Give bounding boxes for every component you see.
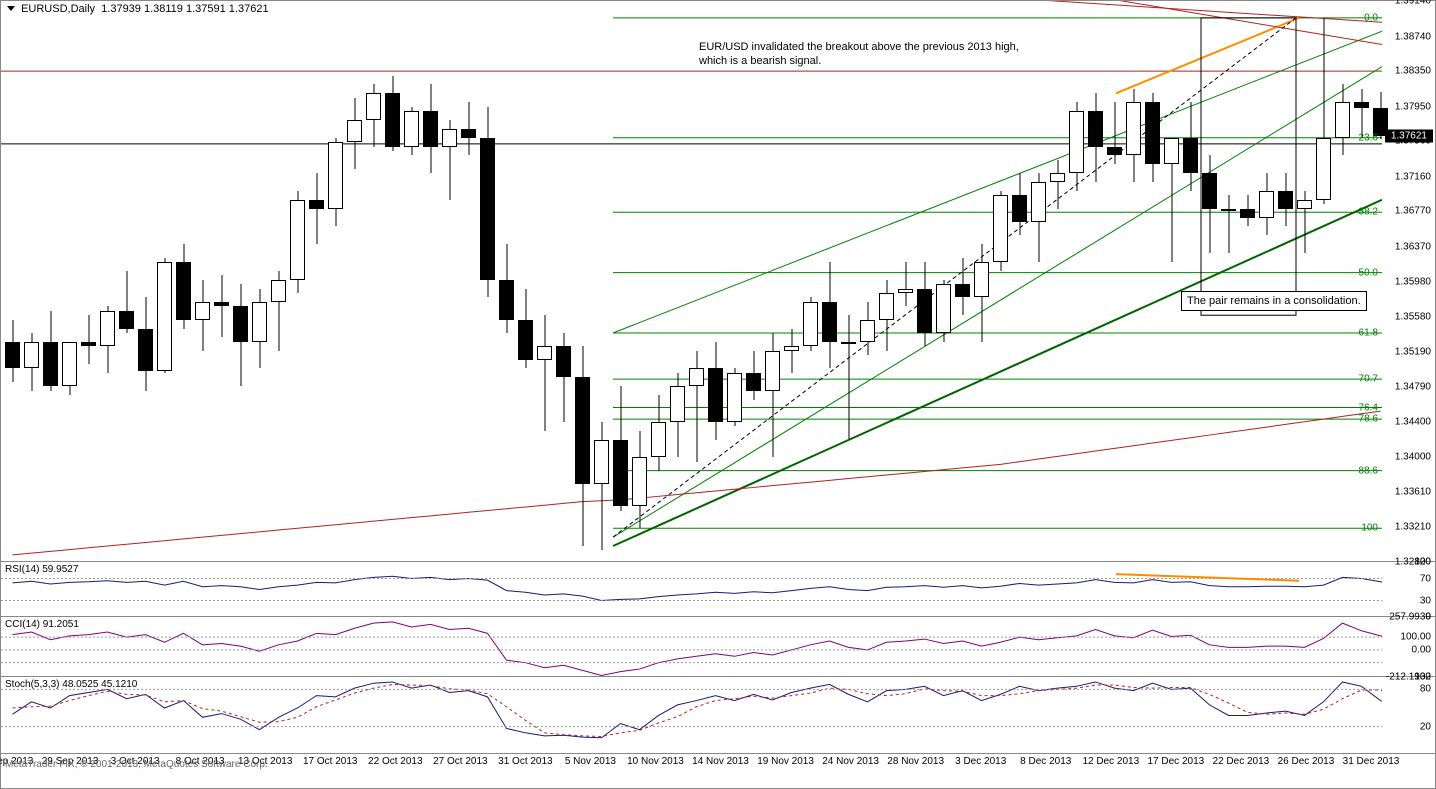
dropdown-icon[interactable]: [7, 6, 15, 11]
annotation-consolidation: The pair remains in a consolidation.: [1181, 291, 1367, 311]
rsi-panel[interactable]: RSI(14) 59.9527 03070100: [1, 562, 1435, 617]
stoch-label: Stoch(5,3,3) 48.0525 45.1210: [5, 679, 137, 690]
cci-overlay: [1, 617, 1382, 677]
rsi-axis: 03070100: [1380, 562, 1435, 616]
time-axis: 24 Sep 201329 Sep 20133 Oct 20138 Oct 20…: [1, 752, 1435, 788]
rsi-label: RSI(14) 59.9527: [5, 564, 78, 575]
mt4-chart[interactable]: EURUSD,Daily 1.37939 1.38119 1.37591 1.3…: [0, 0, 1436, 789]
stoch-panel[interactable]: Stoch(5,3,3) 48.0525 45.1210 2080100: [1, 677, 1435, 754]
ohlc-label: 1.37939 1.38119 1.37591 1.37621: [101, 3, 268, 15]
footer-copyright: MetaTrader FIX, © 2001-2013, MetaQuotes …: [5, 759, 268, 770]
price-axis: 1.391401.387401.383501.379501.376211.375…: [1380, 1, 1435, 561]
cci-axis: -212.19320.00100.00257.9939: [1380, 617, 1435, 676]
price-panel[interactable]: 1.391401.387401.383501.379501.376211.375…: [1, 1, 1435, 562]
stoch-axis: 2080100: [1380, 677, 1435, 753]
stoch-overlay: [1, 677, 1382, 739]
symbol-label: EURUSD,Daily: [21, 3, 95, 15]
cci-label: CCI(14) 91.2051: [5, 619, 79, 630]
rsi-overlay: [1, 562, 1382, 617]
cci-panel[interactable]: CCI(14) 91.2051 -212.19320.00100.00257.9…: [1, 617, 1435, 677]
chart-header: EURUSD,Daily 1.37939 1.38119 1.37591 1.3…: [5, 3, 269, 15]
annotation-bearish: EUR/USD invalidated the breakout above t…: [696, 39, 1022, 70]
